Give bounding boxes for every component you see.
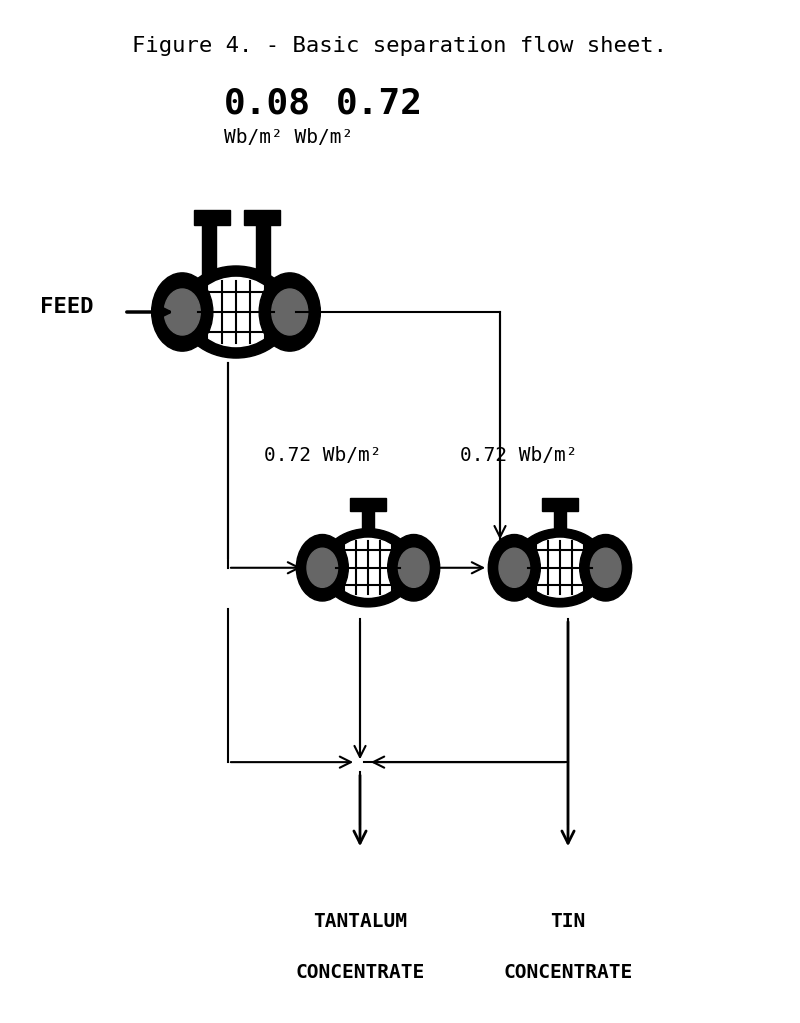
Text: CONCENTRATE: CONCENTRATE bbox=[503, 963, 633, 982]
Bar bbox=[256, 220, 270, 281]
Ellipse shape bbox=[320, 529, 416, 607]
Text: CONCENTRATE: CONCENTRATE bbox=[295, 963, 425, 982]
Ellipse shape bbox=[524, 538, 596, 597]
Ellipse shape bbox=[180, 266, 292, 358]
Bar bbox=[554, 506, 566, 542]
Ellipse shape bbox=[580, 534, 632, 602]
Text: Wb/m² Wb/m²: Wb/m² Wb/m² bbox=[224, 128, 354, 147]
Ellipse shape bbox=[512, 529, 608, 607]
Bar bbox=[542, 498, 578, 512]
Text: 0.72 Wb/m²: 0.72 Wb/m² bbox=[460, 446, 578, 465]
Text: TANTALUM: TANTALUM bbox=[313, 911, 407, 931]
Bar bbox=[194, 210, 230, 225]
Ellipse shape bbox=[307, 548, 338, 587]
Text: 0.72 Wb/m²: 0.72 Wb/m² bbox=[264, 446, 382, 465]
Ellipse shape bbox=[152, 273, 213, 351]
Ellipse shape bbox=[332, 538, 404, 597]
Bar bbox=[350, 498, 386, 512]
Ellipse shape bbox=[499, 548, 530, 587]
Ellipse shape bbox=[259, 273, 320, 351]
Ellipse shape bbox=[296, 534, 348, 602]
Ellipse shape bbox=[590, 548, 621, 587]
Bar bbox=[245, 210, 281, 225]
Bar bbox=[362, 506, 374, 542]
Ellipse shape bbox=[272, 290, 308, 336]
Ellipse shape bbox=[194, 277, 278, 347]
Bar bbox=[202, 220, 216, 281]
Ellipse shape bbox=[488, 534, 540, 602]
Text: 0.72: 0.72 bbox=[336, 87, 423, 121]
Text: FEED: FEED bbox=[40, 297, 94, 317]
Ellipse shape bbox=[398, 548, 429, 587]
Ellipse shape bbox=[164, 290, 200, 336]
Text: 0.08: 0.08 bbox=[224, 87, 311, 121]
Text: TIN: TIN bbox=[550, 911, 586, 931]
Ellipse shape bbox=[388, 534, 440, 602]
Text: Figure 4. - Basic separation flow sheet.: Figure 4. - Basic separation flow sheet. bbox=[133, 36, 667, 56]
